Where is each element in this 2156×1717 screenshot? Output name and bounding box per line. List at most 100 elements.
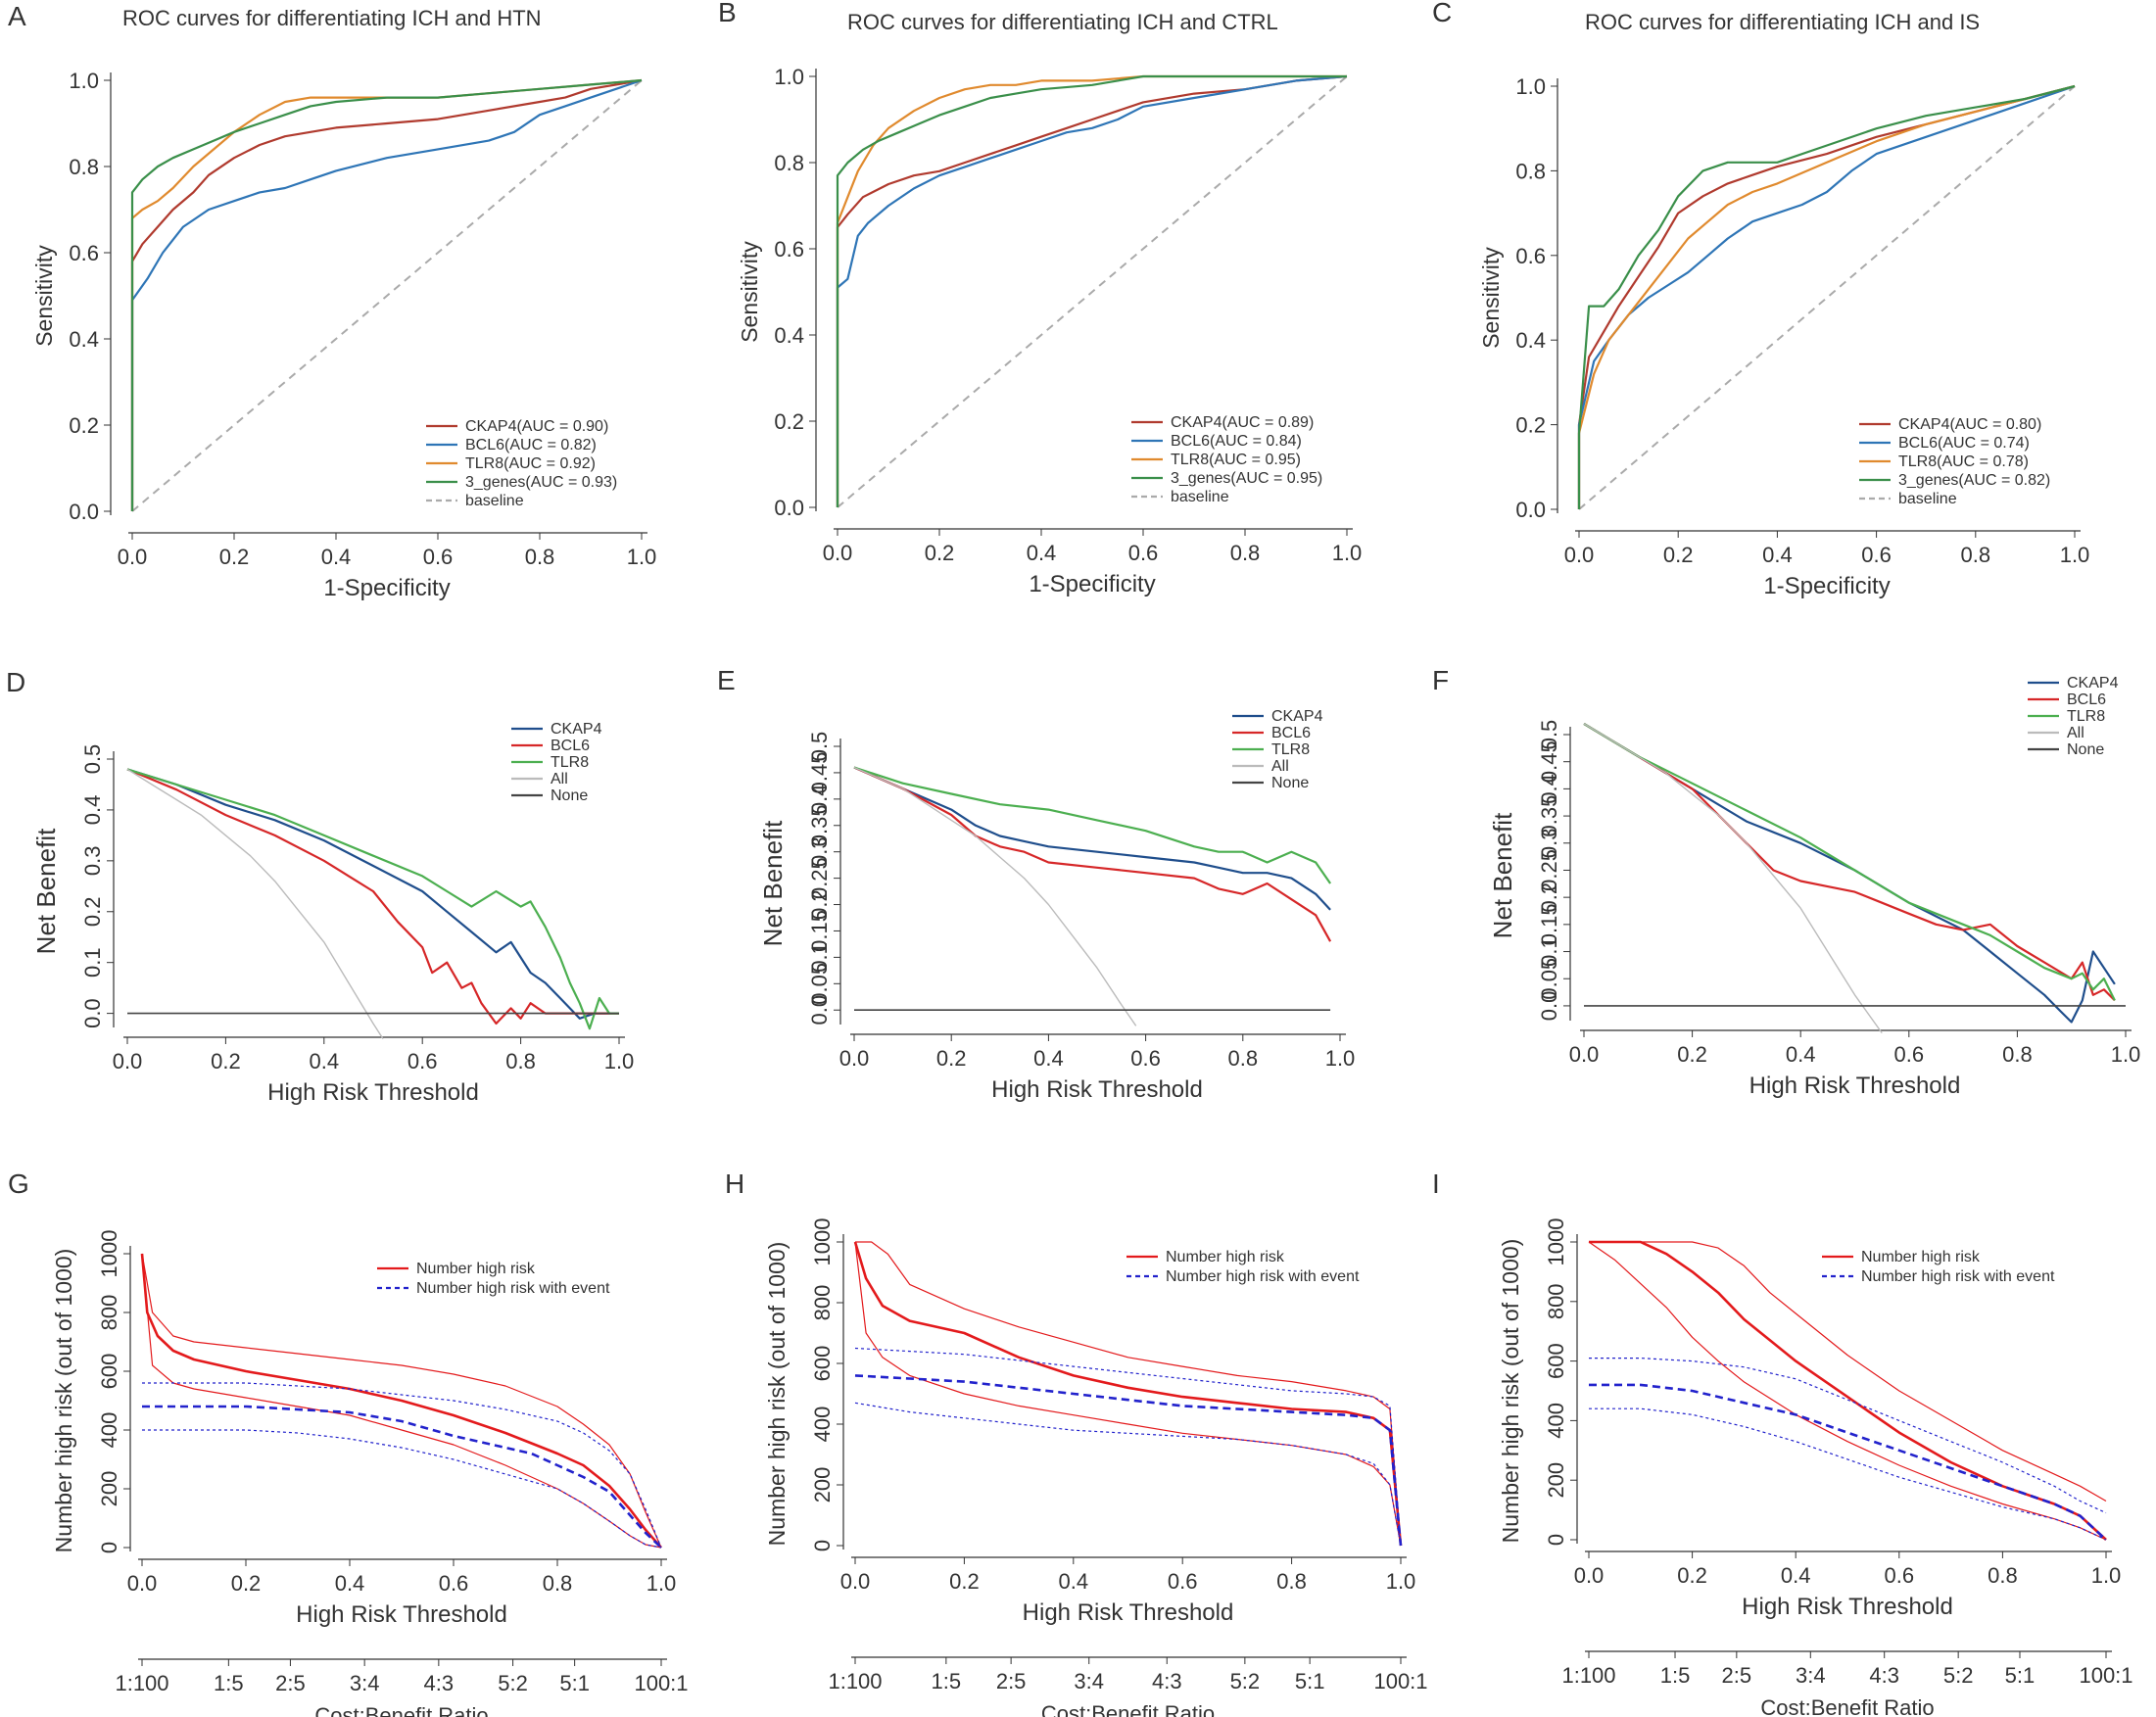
panel-b-y-tick-label: 0.6 <box>774 237 804 262</box>
panel-b-x-tick-label: 0.0 <box>823 541 853 565</box>
panel-e-x-tick-label: 0.6 <box>1130 1046 1161 1071</box>
panel-e-x-tick-label: 0.4 <box>1033 1046 1064 1071</box>
panel-h-series-event-upper <box>854 1347 1402 1547</box>
panel-e-y-tick-label: 0.5 <box>807 732 832 762</box>
panel-d-y-tick-label: 0.0 <box>80 998 105 1028</box>
panel-h-x-tick-label: 0.4 <box>1059 1569 1089 1594</box>
panel-a-legend-label: TLR8(AUC = 0.92) <box>465 455 596 472</box>
panel-h-x-label: High Risk Threshold <box>1023 1599 1234 1626</box>
panel-g-series-event <box>142 1405 662 1549</box>
panel-i-cost-benefit-tick-label: 2:5 <box>1722 1663 1752 1688</box>
panel-i-cost-benefit-tick-label: 5:2 <box>1943 1663 1974 1688</box>
panel-i-x-tick-label: 0.6 <box>1885 1563 1915 1588</box>
panel-h-y-tick-label: 1000 <box>810 1218 835 1266</box>
panel-a-x-label: 1-Specificity <box>323 575 450 601</box>
panel-d-x-tick-label: 1.0 <box>604 1049 635 1073</box>
panel-i-cost-benefit-tick-label: 4:3 <box>1869 1663 1899 1688</box>
panel-a-y-tick-label: 0.0 <box>69 500 99 524</box>
panel-f-y-tick-label: 0.0 <box>1537 991 1561 1022</box>
panel-d-series-ckap4 <box>126 768 619 1020</box>
panel-g-x-label: High Risk Threshold <box>296 1601 507 1628</box>
panel-d-legend-label: BCL6 <box>551 738 590 754</box>
panel-d-legend-label: TLR8 <box>551 754 589 771</box>
panel-e-legend-label: All <box>1271 758 1289 775</box>
panel-i-x-tick-label: 0.8 <box>1988 1563 2018 1588</box>
panel-a-x-tick-label: 1.0 <box>627 545 657 569</box>
panel-i-x-tick-label: 0.2 <box>1677 1563 1707 1588</box>
panel-c-y-label: Sensitivity <box>1478 247 1504 349</box>
panel-h-cost-benefit-tick-label: 1:100 <box>828 1669 882 1693</box>
panel-e-series-bcl6 <box>853 766 1332 942</box>
panel-h-cost-benefit-tick-label: 4:3 <box>1152 1669 1182 1693</box>
panel-d-x-tick-label: 0.0 <box>113 1049 143 1073</box>
panel-i-y-tick-label: 200 <box>1544 1462 1568 1499</box>
panel-c-letter: C <box>1432 0 1452 27</box>
panel-f-y-tick-label: 0.15 <box>1537 903 1561 945</box>
panel-g-x-tick-label: 0.6 <box>439 1571 469 1596</box>
panel-h-letter: H <box>725 1169 744 1199</box>
panel-f-y-tick-label: 0.2 <box>1537 882 1561 913</box>
panel-h-cost-benefit-tick-label: 5:1 <box>1295 1669 1325 1693</box>
panel-h-y-tick-label: 800 <box>810 1285 835 1321</box>
panel-e-x-tick-label: 0.8 <box>1228 1046 1259 1071</box>
panel-f-y-tick-label: 0.05 <box>1537 958 1561 1000</box>
panel-c-y-tick-label: 1.0 <box>1515 74 1546 99</box>
panel-d-legend-label: None <box>551 787 588 804</box>
panel-h-x-tick-label: 0.0 <box>840 1569 871 1594</box>
panel-c-x-tick-label: 0.8 <box>1961 543 1991 567</box>
panel-c-title: ROC curves for differentiating ICH and I… <box>1585 10 1980 34</box>
panel-i-cost-benefit-tick-label: 100:1 <box>2079 1663 2132 1688</box>
panel-b-legend-label: CKAP4(AUC = 0.89) <box>1171 414 1314 431</box>
panel-i-y-tick-label: 0 <box>1544 1534 1568 1546</box>
panel-g-series-high-risk-upper <box>141 1253 662 1549</box>
panel-g-y-label: Number high risk (out of 1000) <box>51 1249 76 1553</box>
panel-f-series-ckap4 <box>1583 722 2116 1024</box>
panel-d-series-bcl6 <box>126 768 619 1025</box>
panel-a-letter: A <box>8 1 26 31</box>
panel-a-y-tick-label: 0.6 <box>69 241 99 265</box>
panel-b-series-ckap4 <box>836 74 1348 507</box>
panel-c-x-tick-label: 0.2 <box>1663 543 1694 567</box>
panel-b-baseline <box>837 75 1348 508</box>
panel-e-y-tick-label: 0.2 <box>807 889 832 920</box>
panel-g-x-tick-label: 1.0 <box>647 1571 677 1596</box>
panel-d-x-tick-label: 0.2 <box>211 1049 241 1073</box>
panel-c-y-tick-label: 0.0 <box>1515 498 1546 522</box>
panel-h-series-high-risk <box>853 1241 1403 1547</box>
panel-a-y-tick-label: 0.8 <box>69 155 99 179</box>
panel-c-series-3-genes <box>1577 84 2076 509</box>
panel-a-title: ROC curves for differentiating ICH and H… <box>122 6 542 30</box>
panel-a-legend-label: BCL6(AUC = 0.82) <box>465 437 597 453</box>
panel-b-y-tick-label: 1.0 <box>774 65 804 89</box>
panel-e-series-tlr8 <box>853 766 1332 884</box>
panel-i-series-event <box>1589 1383 2107 1541</box>
panel-b-y-tick-label: 0.0 <box>774 496 804 520</box>
panel-c-y-tick-label: 0.8 <box>1515 159 1546 183</box>
panel-g-x-tick-label: 0.2 <box>231 1571 262 1596</box>
panel-f-y-tick-label: 0.25 <box>1537 849 1561 891</box>
panel-i-y-tick-label: 1000 <box>1544 1218 1568 1266</box>
panel-g-y-tick-label: 200 <box>97 1471 121 1507</box>
panel-g-cost-benefit-tick-label: 4:3 <box>424 1671 455 1695</box>
panel-e-x-label: High Risk Threshold <box>991 1076 1203 1103</box>
panel-i-series-high-risk-upper <box>1589 1241 2107 1502</box>
panel-g-cost-benefit-tick-label: 100:1 <box>634 1671 688 1695</box>
panel-d-y-tick-label: 0.3 <box>80 846 105 877</box>
panel-b-x-tick-label: 0.4 <box>1027 541 1057 565</box>
panel-i-y-tick-label: 800 <box>1544 1283 1568 1319</box>
panel-g-series-event-upper <box>142 1382 662 1549</box>
panel-f-y-tick-label: 0.1 <box>1537 936 1561 967</box>
panel-e-x-tick-label: 1.0 <box>1325 1046 1356 1071</box>
panel-i-x-tick-label: 0.4 <box>1781 1563 1811 1588</box>
panel-f-y-label: Net Benefit <box>1488 812 1517 938</box>
panel-e-y-tick-label: 0.0 <box>807 995 832 1025</box>
panel-d-y-tick-label: 0.2 <box>80 896 105 927</box>
panel-f-x-label: High Risk Threshold <box>1749 1073 1961 1099</box>
panel-i-letter: I <box>1432 1169 1440 1199</box>
panel-b-y-label: Sensitivity <box>737 241 762 343</box>
panel-e-y-tick-label: 0.45 <box>807 752 832 794</box>
panel-g-legend-label: Number high risk with event <box>416 1280 610 1297</box>
panel-g-y-tick-label: 800 <box>97 1295 121 1331</box>
panel-c-y-tick-label: 0.6 <box>1515 244 1546 268</box>
